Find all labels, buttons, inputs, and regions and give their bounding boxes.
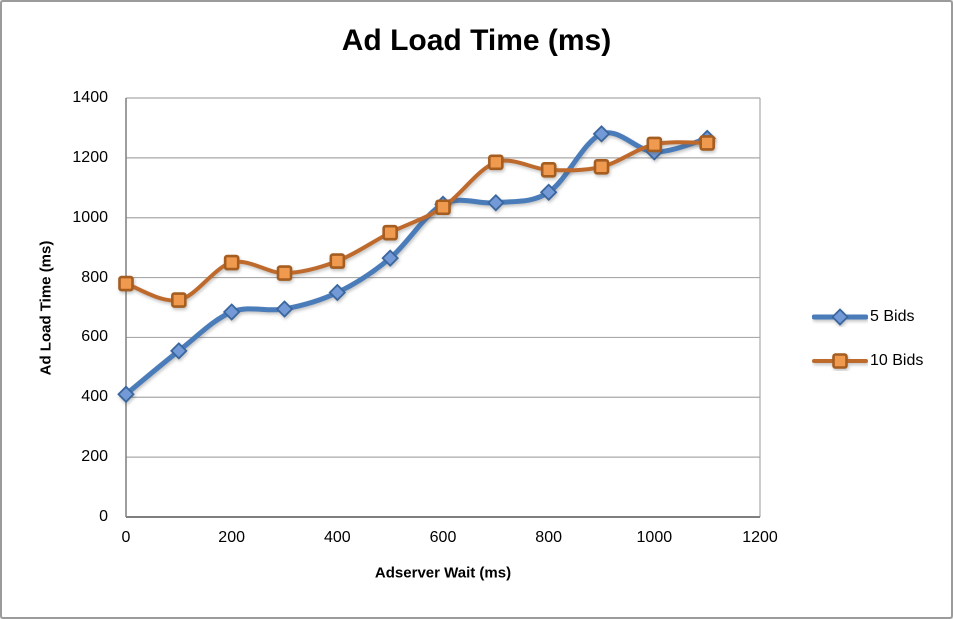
data-point-marker <box>222 303 241 321</box>
x-tick-label: 200 <box>218 529 245 546</box>
x-tick-label: 800 <box>535 529 562 546</box>
data-point-marker <box>435 199 451 216</box>
y-tick-label: 600 <box>81 328 108 346</box>
legend-item-10-bids: 10 Bids <box>812 351 923 371</box>
data-point-marker <box>832 353 848 369</box>
square-line-swatch-icon <box>812 353 868 369</box>
legend-label: 10 Bids <box>870 352 924 369</box>
data-point-marker <box>382 224 398 241</box>
data-point-marker <box>170 342 188 360</box>
series-line <box>123 130 710 397</box>
data-point-marker <box>487 193 505 212</box>
data-point-marker <box>171 292 187 308</box>
y-tick-label: 1400 <box>72 89 108 106</box>
data-point-marker <box>276 265 293 281</box>
y-tick-label: 1000 <box>72 208 108 226</box>
x-axis-title: Adserver Wait (ms) <box>374 564 512 582</box>
x-tick-label: 600 <box>429 529 457 546</box>
x-tick-label: 1000 <box>636 529 673 546</box>
series-line <box>124 140 710 303</box>
x-tick-label: 400 <box>323 529 351 546</box>
x-tick-label: 0 <box>121 529 131 546</box>
legend-item-5-bids: 5 Bids <box>812 307 923 327</box>
series-5-bids <box>117 125 716 404</box>
data-point-marker <box>275 300 294 318</box>
chart-title: Ad Load Time (ms) <box>341 24 612 57</box>
series-10-bids <box>118 135 715 308</box>
data-point-marker <box>646 136 663 153</box>
data-point-marker <box>329 253 346 269</box>
data-point-marker <box>488 154 504 171</box>
legend-label: 5 Bids <box>870 308 915 325</box>
y-tick-label: 200 <box>81 448 108 466</box>
legend: 5 Bids 10 Bids <box>812 307 923 371</box>
data-point-marker <box>831 308 849 326</box>
y-axis-title: Ad Load Time (ms) <box>37 240 55 375</box>
y-tick-label: 1200 <box>72 148 108 166</box>
y-tick-label: 0 <box>99 508 108 525</box>
data-point-marker <box>593 159 610 175</box>
data-point-marker <box>328 283 347 302</box>
y-tick-label: 800 <box>81 268 108 286</box>
data-point-marker <box>539 183 558 202</box>
x-tick-label: 1200 <box>742 529 778 546</box>
data-point-marker <box>381 249 399 267</box>
y-tick-label: 400 <box>81 388 108 406</box>
data-point-marker <box>118 275 134 292</box>
diamond-line-swatch-icon <box>812 308 868 326</box>
data-point-marker <box>223 254 240 271</box>
data-point-marker <box>592 125 611 143</box>
data-point-marker <box>699 135 715 151</box>
data-point-marker <box>540 162 557 178</box>
data-point-marker <box>117 385 135 404</box>
